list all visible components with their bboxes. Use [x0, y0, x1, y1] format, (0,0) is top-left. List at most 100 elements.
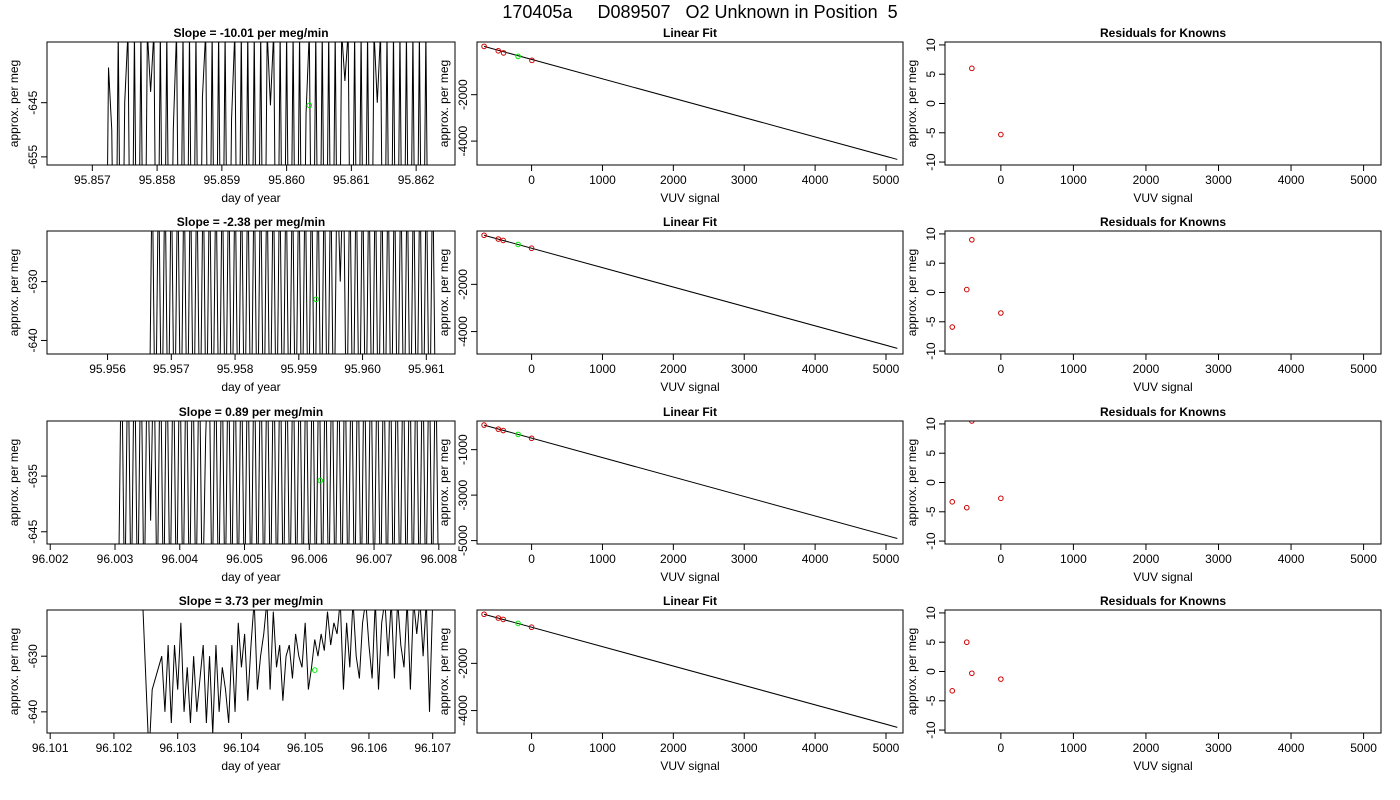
chart-9-ytick-label: 10	[924, 417, 938, 431]
chart-12-ytick-label: -10	[924, 721, 938, 739]
chart-2-known-point	[481, 43, 487, 50]
chart-2-known-point	[529, 57, 535, 64]
chart-3-residual-point	[998, 131, 1004, 138]
chart-6-xtick-label: 0	[998, 362, 1005, 376]
chart-1-series-line	[107, 42, 428, 165]
chart-11-xtick-label: 4000	[802, 741, 829, 755]
chart-9-ytick-label: 5	[924, 450, 938, 457]
chart-4-xlabel: day of year	[221, 380, 280, 394]
chart-6-ytick-label: -5	[924, 316, 938, 327]
chart-5-xtick-label: 5000	[873, 362, 900, 376]
chart-10-plot-area	[142, 610, 433, 733]
chart-8-xtick-label: 2000	[660, 552, 687, 566]
chart-4-xtick-label: 95.958	[217, 362, 254, 376]
chart-3-ytick-label: -10	[924, 153, 938, 171]
chart-2-xtick-label: 2000	[660, 173, 687, 187]
chart-9-ytick-label: -5	[924, 506, 938, 517]
chart-5: Linear Fit 0 1000 2000 3000 4000 5000 -2000 -400…	[437, 215, 904, 394]
chart-7-series-line	[118, 421, 439, 544]
chart-9-ylabel: approx. per meg	[905, 439, 919, 526]
chart-12-ylabel: approx. per meg	[905, 628, 919, 715]
chart-11-frame	[476, 609, 904, 734]
chart-9-frame	[944, 420, 1382, 545]
chart-7-xtick-label: 96.006	[291, 552, 328, 566]
chart-8: Linear Fit 0 1000 2000 3000 4000 5000 -1000 -300…	[437, 405, 904, 584]
chart-10-xtick-label: 96.105	[287, 741, 324, 755]
chart-6-plot-area	[949, 236, 1004, 330]
chart-4-title: Slope = -2.38 per meg/min	[177, 215, 325, 229]
chart-8-known-point	[495, 426, 502, 432]
chart-8-plot-area	[481, 422, 898, 540]
chart-12-xtick-label: 4000	[1278, 741, 1305, 755]
chart-11-fit-line	[483, 613, 898, 728]
chart-8-ytick-label: -1000	[456, 434, 470, 465]
chart-4-plot-area	[149, 231, 436, 354]
chart-5-xtick-label: 4000	[802, 362, 829, 376]
chart-1-ytick-label: -645	[26, 90, 40, 114]
chart-11-ylabel: approx. per meg	[437, 628, 451, 715]
chart-7-xlabel: day of year	[221, 570, 280, 584]
chart-10-title: Slope = 3.73 per meg/min	[179, 594, 323, 608]
chart-1-mean-point	[306, 102, 313, 109]
chart-1-xtick-label: 95.861	[333, 173, 370, 187]
chart-2-ylabel: approx. per meg	[437, 60, 451, 147]
chart-8-ylabel: approx. per meg	[437, 439, 451, 526]
chart-9-xtick-label: 4000	[1278, 552, 1305, 566]
chart-9-title: Residuals for Knowns	[1100, 405, 1226, 419]
chart-4-xtick-label: 95.959	[280, 362, 317, 376]
chart-11-ytick-label: -4000	[456, 695, 470, 726]
chart-1-xtick-label: 95.862	[398, 173, 435, 187]
chart-2-xlabel: VUV signal	[660, 191, 719, 205]
chart-1-xtick-label: 95.858	[139, 173, 176, 187]
chart-9-xtick-label: 5000	[1350, 552, 1377, 566]
chart-5-fit-line	[483, 234, 898, 349]
chart-10-ytick-label: -630	[26, 644, 40, 668]
chart-8-xtick-label: 1000	[589, 552, 616, 566]
chart-6-ytick-label: 5	[924, 260, 938, 267]
chart-11-plot-area	[481, 611, 898, 728]
chart-8-xtick-label: 5000	[873, 552, 900, 566]
chart-5-plot-area	[481, 232, 898, 349]
chart-11-xtick-label: 0	[528, 741, 535, 755]
chart-1-ytick-label: -655	[26, 145, 40, 169]
chart-11-known-point	[528, 624, 535, 631]
chart-12-plot-area	[949, 639, 1004, 694]
chart-12-ytick-label: 0	[924, 668, 938, 675]
chart-2-xtick-label: 3000	[731, 173, 758, 187]
chart-2-xtick-label: 1000	[589, 173, 616, 187]
chart-3-ytick-label: 0	[924, 100, 938, 107]
chart-8-known-point	[528, 435, 535, 442]
chart-12-residual-point	[949, 688, 956, 694]
chart-8-ytick-label: -5000	[456, 525, 470, 556]
chart-8-ytick-label: -3000	[456, 479, 470, 510]
chart-6-frame	[944, 230, 1382, 355]
chart-8-title: Linear Fit	[663, 405, 717, 419]
chart-5-known-point	[500, 237, 507, 244]
chart-1-title: Slope = -10.01 per meg/min	[173, 26, 328, 40]
chart-7-ylabel: approx. per meg	[7, 439, 21, 526]
chart-12-residual-point	[969, 670, 975, 677]
chart-4-ytick-label: -640	[26, 328, 40, 352]
chart-12-xlabel: VUV signal	[1133, 759, 1192, 773]
chart-2-known-point	[495, 48, 502, 54]
chart-3-ylabel: approx. per meg	[905, 60, 919, 147]
chart-5-known-point	[481, 232, 487, 239]
chart-10-xtick-label: 96.107	[414, 741, 451, 755]
chart-10-series-line	[142, 610, 433, 733]
chart-5-xtick-label: 2000	[660, 362, 687, 376]
chart-5-frame	[476, 230, 904, 355]
chart-4-xtick-label: 95.960	[344, 362, 381, 376]
chart-6-ytick-label: -10	[924, 342, 938, 360]
chart-4: Slope = -2.38 per meg/min 95.956 95.957 95.…	[7, 215, 456, 394]
chart-9-xtick-label: 1000	[1060, 552, 1087, 566]
chart-11-ytick-label: -2000	[456, 648, 470, 679]
chart-4-xtick-label: 95.961	[408, 362, 445, 376]
chart-6-title: Residuals for Knowns	[1100, 215, 1226, 229]
chart-10-mean-point	[311, 667, 318, 673]
chart-7: Slope = 0.89 per meg/min 96.002 96.003 96.0…	[7, 405, 457, 584]
chart-6-residual-point	[998, 310, 1004, 316]
chart-3-xtick-label: 4000	[1278, 173, 1305, 187]
chart-4-ylabel: approx. per meg	[7, 249, 21, 336]
chart-11-known-point	[500, 616, 507, 623]
chart-1-ylabel: approx. per meg	[7, 60, 21, 147]
